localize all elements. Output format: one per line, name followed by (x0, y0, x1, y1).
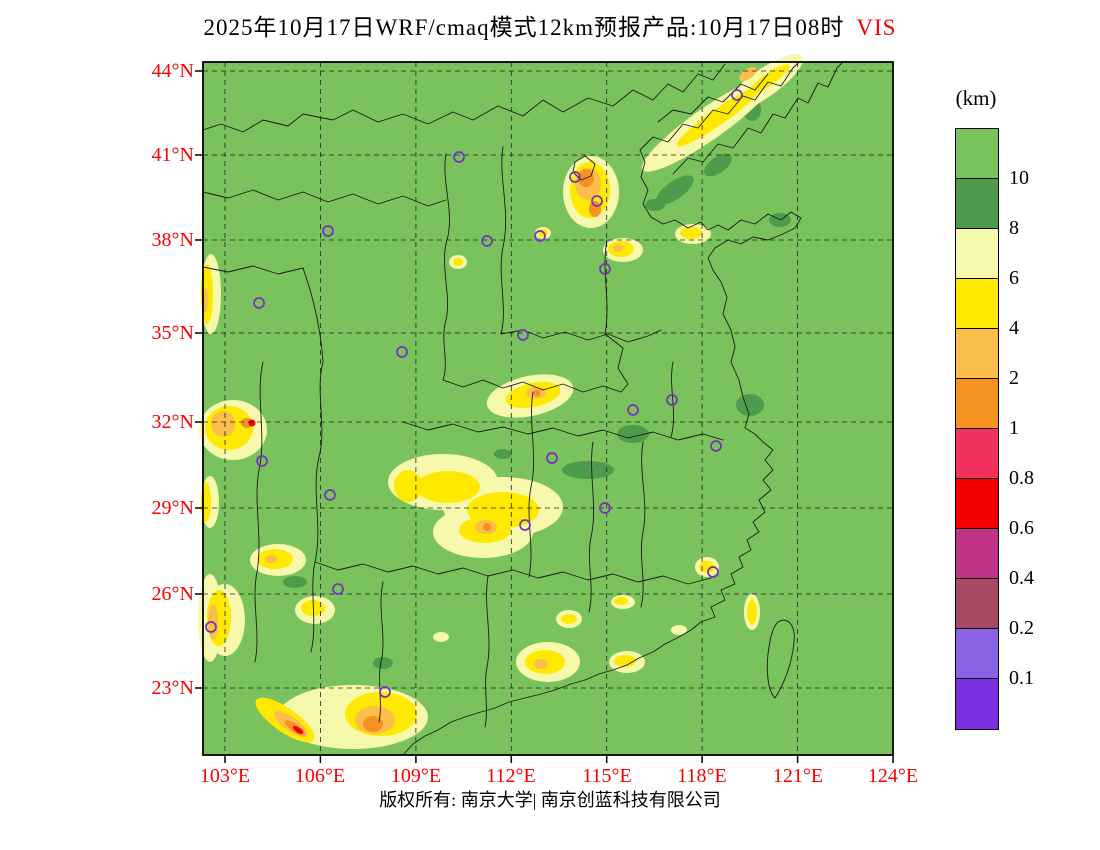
colorbar-tick-0.4: 0.4 (1009, 567, 1034, 589)
lat-label-32n: 32°N (151, 411, 194, 433)
colorbar-segment-0.8-1 (956, 429, 998, 479)
colorbar (955, 128, 999, 730)
colorbar-tick-2: 2 (1009, 367, 1019, 389)
lat-label-44n: 44°N (151, 60, 194, 82)
lat-label-26n: 26°N (151, 583, 194, 605)
colorbar-tick-6: 6 (1009, 267, 1019, 289)
lon-label-112e: 112°E (486, 765, 536, 787)
colorbar-tick-0.1: 0.1 (1009, 667, 1034, 689)
visibility-patches-red (248, 419, 304, 735)
colorbar-segment-gt10 (956, 129, 998, 179)
colorbar-tick-0.2: 0.2 (1009, 617, 1034, 639)
colorbar-segment-1-2 (956, 379, 998, 429)
figure-title: 2025年10月17日WRF/cmaq模式12km预报产品:10月17日08时 V… (0, 8, 1100, 42)
visibility-patches-dark-green (283, 99, 791, 669)
copyright-text: 版权所有: 南京大学| 南京创蓝科技有限公司 (379, 790, 721, 810)
lat-label-35n: 35°N (151, 322, 194, 344)
lat-label-38n: 38°N (151, 229, 194, 251)
lon-label-118e: 118°E (677, 765, 727, 787)
colorbar-tick-0.6: 0.6 (1009, 517, 1034, 539)
colorbar-tick-0.8: 0.8 (1009, 467, 1034, 489)
lon-label-121e: 121°E (772, 765, 824, 787)
station-markers (205, 89, 743, 698)
colorbar-segment-4-6 (956, 279, 998, 329)
colorbar-segment-0.2-0.4 (956, 579, 998, 629)
colorbar-unit-label: (km) (955, 86, 997, 110)
colorbar-segment-0.1-0.2 (956, 629, 998, 679)
lat-label-29n: 29°N (151, 497, 194, 519)
title-text: 2025年10月17日WRF/cmaq模式12km预报产品:10月17日08时 (203, 15, 845, 40)
title-variable-label: VIS (856, 15, 897, 40)
lat-label-41n: 41°N (151, 144, 194, 166)
forecast-map (195, 54, 894, 763)
colorbar-segment-lt0.1 (956, 679, 998, 729)
colorbar-segment-8-10 (956, 179, 998, 229)
lat-label-23n: 23°N (151, 677, 194, 699)
colorbar-tick-4: 4 (1009, 317, 1019, 339)
lon-label-124e: 124°E (867, 765, 919, 787)
lon-label-103e: 103°E (199, 765, 251, 787)
colorbar-tick-1: 1 (1009, 417, 1019, 439)
colorbar-tick-8: 8 (1009, 217, 1019, 239)
lon-label-115e: 115°E (582, 765, 632, 787)
lon-label-109e: 109°E (390, 765, 442, 787)
province-borders (202, 61, 844, 756)
colorbar-segment-0.6-0.8 (956, 479, 998, 529)
colorbar-tick-10: 10 (1009, 167, 1029, 189)
lon-label-106e: 106°E (294, 765, 346, 787)
colorbar-segment-0.4-0.6 (956, 529, 998, 579)
map-frame (195, 61, 894, 763)
graticule (203, 62, 893, 755)
colorbar-segment-2-4 (956, 329, 998, 379)
colorbar-segment-6-8 (956, 229, 998, 279)
